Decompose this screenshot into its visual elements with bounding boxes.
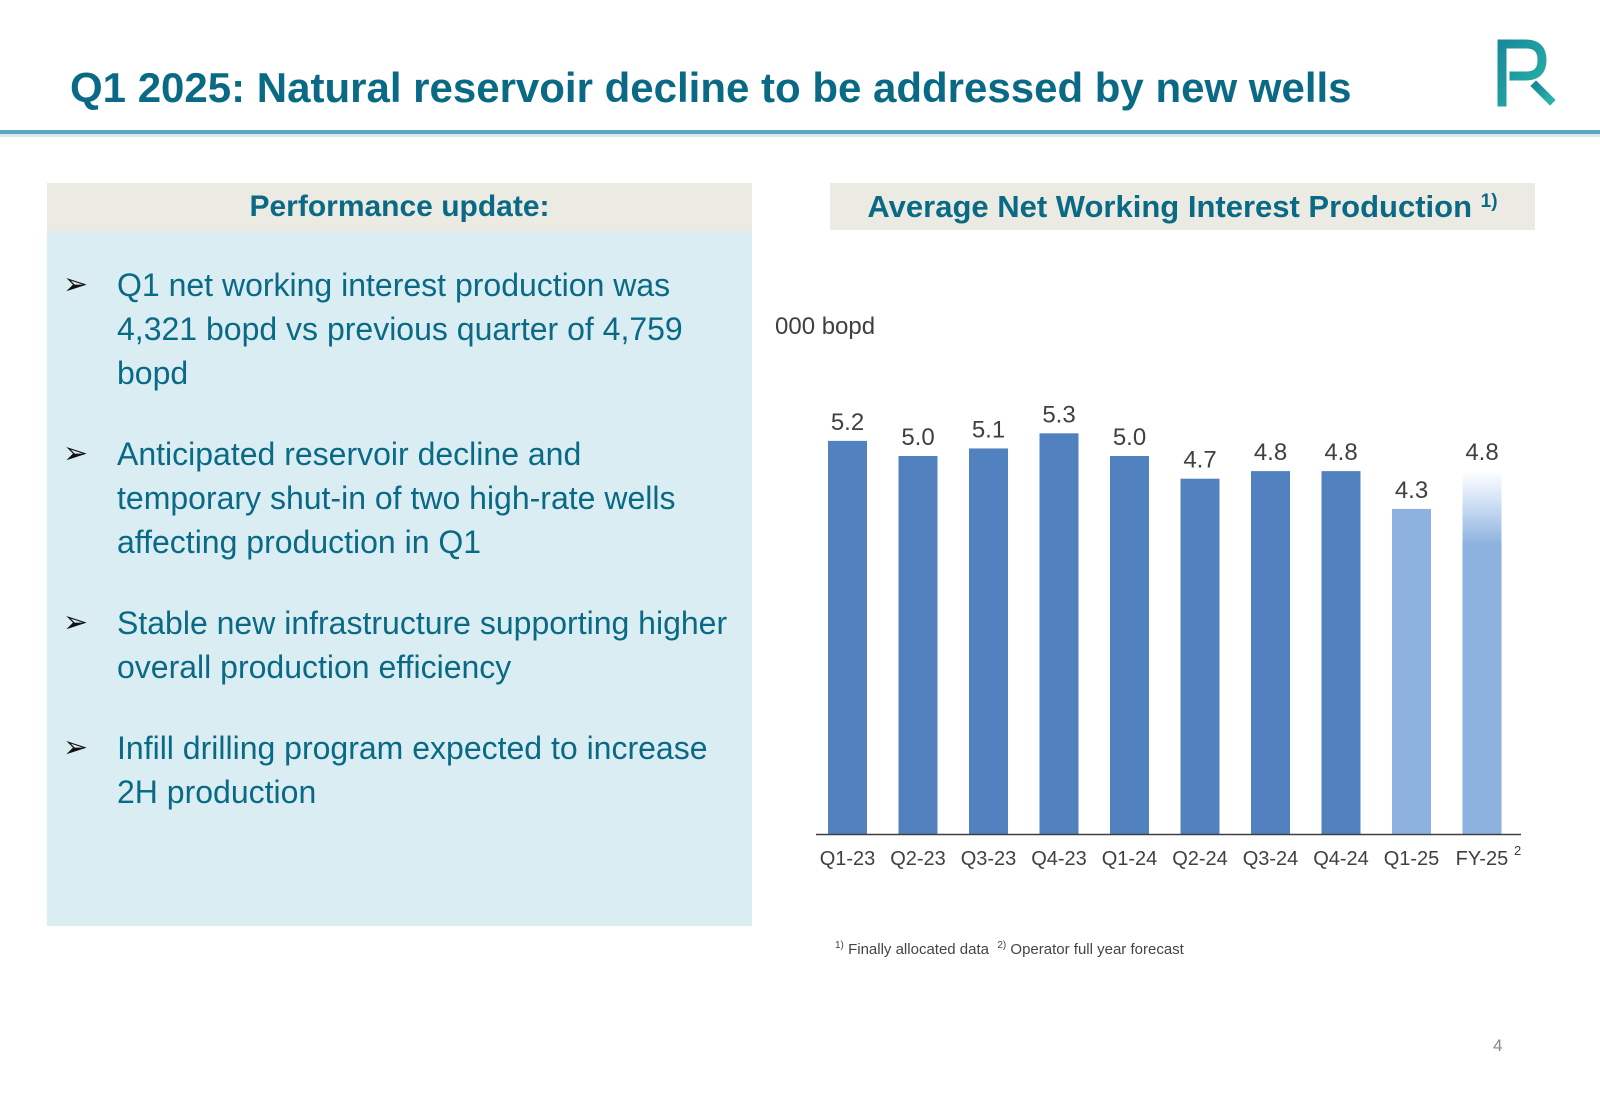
bullet-text: Anticipated reservoir decline and tempor… xyxy=(117,436,676,560)
data-label: 4.8 xyxy=(1254,439,1287,466)
x-tick-label: Q1-24 xyxy=(1102,848,1158,870)
data-label: 5.0 xyxy=(1113,424,1146,451)
performance-update-header: Performance update: xyxy=(47,183,752,231)
x-tick-superscript: 2 xyxy=(1514,843,1521,858)
bullet-item: ➢ Infill drilling program expected to in… xyxy=(47,726,752,814)
arrowhead-bullet-icon: ➢ xyxy=(63,268,89,301)
data-label: 4.8 xyxy=(1465,439,1498,466)
bullet-item: ➢ Q1 net working interest production was… xyxy=(47,263,752,395)
bullet-text: Infill drilling program expected to incr… xyxy=(117,730,708,810)
data-label: 4.8 xyxy=(1324,439,1357,466)
footnote-text: Operator full year forecast xyxy=(1010,941,1184,958)
bullet-item: ➢ Anticipated reservoir decline and temp… xyxy=(47,432,752,564)
bar-Q4-23 xyxy=(1039,433,1079,834)
data-label: 4.7 xyxy=(1183,447,1216,474)
footnote-marker: 2) xyxy=(997,940,1007,951)
performance-update-panel: Performance update: ➢ Q1 net working int… xyxy=(47,183,752,926)
title-divider xyxy=(0,130,1600,134)
chart-title: Average Net Working Interest Production … xyxy=(830,183,1535,230)
footnote-text: Finally allocated data xyxy=(848,941,989,958)
bar-Q2-24 xyxy=(1180,478,1220,834)
pj-logo-icon xyxy=(1497,39,1564,107)
chart-footnotes: 1) Finally allocated data 2) Operator fu… xyxy=(835,940,1184,958)
bullet-item: ➢ Stable new infrastructure supporting h… xyxy=(47,601,752,689)
bar-FY-25 xyxy=(1462,471,1502,834)
bar-Q1-24 xyxy=(1110,456,1149,834)
x-tick-label: Q3-23 xyxy=(961,848,1017,870)
bar-Q3-24 xyxy=(1251,471,1290,834)
x-tick-label: FY-25 xyxy=(1456,848,1509,870)
arrowhead-bullet-icon: ➢ xyxy=(63,437,89,470)
x-tick-label: Q4-23 xyxy=(1031,848,1087,870)
data-label: 4.3 xyxy=(1395,477,1428,504)
slide-title: Q1 2025: Natural reservoir decline to be… xyxy=(70,64,1352,111)
bar-Q2-23 xyxy=(898,456,938,834)
bar-Q1-23 xyxy=(828,440,867,834)
data-label: 5.1 xyxy=(972,416,1005,443)
page-number: 4 xyxy=(1493,1036,1503,1055)
footnote-marker: 1) xyxy=(835,940,844,951)
arrowhead-bullet-icon: ➢ xyxy=(63,606,89,639)
production-bar-chart: 000 bopd 5.2 Q1-23 5.0 Q2-23 5.1 Q3-23 5.3 Q4-23… xyxy=(775,313,1521,870)
x-tick-label: Q3-24 xyxy=(1243,848,1299,870)
arrowhead-bullet-icon: ➢ xyxy=(63,731,89,764)
y-axis-label: 000 bopd xyxy=(775,313,875,340)
bar-Q3-23 xyxy=(969,448,1008,834)
x-tick-label: Q1-23 xyxy=(820,848,876,870)
data-label: 5.3 xyxy=(1042,401,1075,428)
x-tick-label: Q2-23 xyxy=(890,848,946,870)
chart-title-footnote-marker: 1) xyxy=(1480,191,1498,212)
x-tick-label: Q4-24 xyxy=(1313,848,1369,870)
performance-bullets: ➢ Q1 net working interest production was… xyxy=(47,263,752,851)
bullet-text: Stable new infrastructure supporting hig… xyxy=(117,605,728,685)
x-tick-label: Q1-25 xyxy=(1384,848,1440,870)
bar-Q1-25 xyxy=(1392,508,1431,834)
data-label: 5.2 xyxy=(831,409,864,436)
x-tick-label: Q2-24 xyxy=(1172,848,1228,870)
data-label: 5.0 xyxy=(901,424,934,451)
title-divider-shadow xyxy=(0,134,1600,137)
chart-title-text: Average Net Working Interest Production xyxy=(867,189,1473,224)
bar-Q4-24 xyxy=(1321,471,1361,834)
bullet-text: Q1 net working interest production was 4… xyxy=(117,267,683,391)
